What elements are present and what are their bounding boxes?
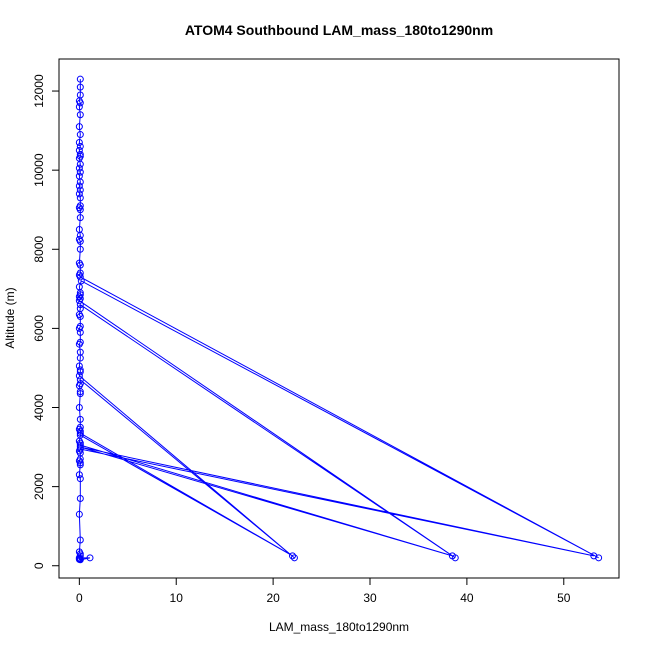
data-point [76,354,84,362]
data-point [290,554,298,562]
y-tick-label: 10000 [32,153,46,187]
data-point [76,536,84,544]
data-point [76,475,84,483]
data-point [75,138,83,146]
y-tick-label: 2000 [32,473,46,500]
data-point [76,494,84,502]
y-tick-label: 6000 [32,315,46,342]
data-point [76,427,84,435]
data-point [76,429,84,437]
data-point [76,459,84,467]
series-line [78,79,599,561]
y-tick-label: 8000 [32,236,46,263]
data-point [75,103,83,111]
series-layer [75,75,603,564]
data-point [76,168,84,176]
data-point [76,75,84,83]
data-point [75,340,83,348]
data-point [75,297,83,305]
x-axis-label: LAM_mass_180to1290nm [269,620,409,634]
data-point [76,328,84,336]
data-point [76,186,84,194]
x-tick-label: 50 [557,591,571,605]
data-point [76,206,84,214]
y-axis-label: Altitude (m) [3,287,17,348]
chart-title: ATOM4 Southbound LAM_mass_180to1290nm [185,22,493,38]
data-point [76,150,84,158]
y-tick-label: 0 [32,562,46,569]
data-point [75,190,83,198]
data-point [75,182,83,190]
data-point [76,368,84,376]
data-point [75,372,83,380]
data-point [76,273,84,281]
data-point [75,123,83,131]
data-point [75,404,83,412]
x-tick-label: 40 [460,591,474,605]
data-point [76,301,84,309]
data-point [288,552,296,560]
y-tick-label: 4000 [32,394,46,421]
data-point [75,324,83,332]
data-point [76,415,84,423]
data-point [76,313,84,321]
y-tick-label: 12000 [32,74,46,108]
y-axis: 0 2000 4000 6000 8000 10000 12000 [32,74,60,569]
data-point [76,99,84,107]
x-tick-label: 30 [363,591,377,605]
data-point [76,111,84,119]
data-point [590,552,598,560]
data-point [76,261,84,269]
x-tick-label: 10 [170,591,184,605]
data-point [76,142,84,150]
x-axis: 0 10 20 30 40 50 [76,577,571,605]
x-tick-label: 20 [266,591,280,605]
data-point [76,194,84,202]
data-point [75,510,83,518]
data-point [75,164,83,172]
data-point [75,471,83,479]
data-point [77,277,85,285]
data-point [76,178,84,186]
data-point [76,461,84,469]
data-point [76,83,84,91]
data-point [76,160,84,168]
data-point [76,131,84,139]
data-point [76,237,84,245]
data-point [76,390,84,398]
data-point [86,554,94,562]
data-point [76,245,84,253]
x-tick-label: 0 [76,591,83,605]
data-point [448,552,456,560]
data-point [76,214,84,222]
data-point [76,388,84,396]
data-point [75,555,83,563]
